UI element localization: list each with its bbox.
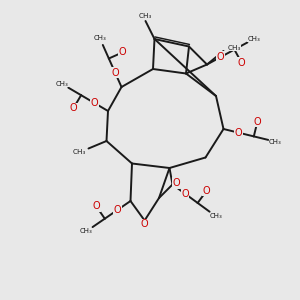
Text: CH₃: CH₃ bbox=[248, 36, 260, 42]
Text: O: O bbox=[114, 205, 122, 215]
Text: CH₃: CH₃ bbox=[56, 81, 68, 87]
Text: CH₃: CH₃ bbox=[269, 139, 282, 145]
Text: CH₃: CH₃ bbox=[93, 35, 106, 41]
Text: O: O bbox=[111, 68, 119, 78]
Text: CH₃: CH₃ bbox=[73, 149, 86, 155]
Text: CH₃: CH₃ bbox=[139, 13, 152, 19]
Text: O: O bbox=[217, 52, 224, 62]
Text: O: O bbox=[119, 47, 126, 57]
Text: O: O bbox=[70, 103, 77, 113]
Text: CH₃: CH₃ bbox=[80, 228, 93, 234]
Text: O: O bbox=[92, 201, 100, 211]
Text: O: O bbox=[172, 178, 180, 188]
Text: O: O bbox=[141, 219, 148, 229]
Text: O: O bbox=[203, 186, 210, 196]
Text: O: O bbox=[254, 117, 261, 127]
Text: O: O bbox=[91, 98, 98, 108]
Text: O: O bbox=[238, 58, 245, 68]
Text: CH₃: CH₃ bbox=[209, 213, 222, 219]
Text: O: O bbox=[235, 128, 242, 138]
Text: O: O bbox=[181, 189, 189, 199]
Text: CH₃: CH₃ bbox=[227, 45, 241, 51]
